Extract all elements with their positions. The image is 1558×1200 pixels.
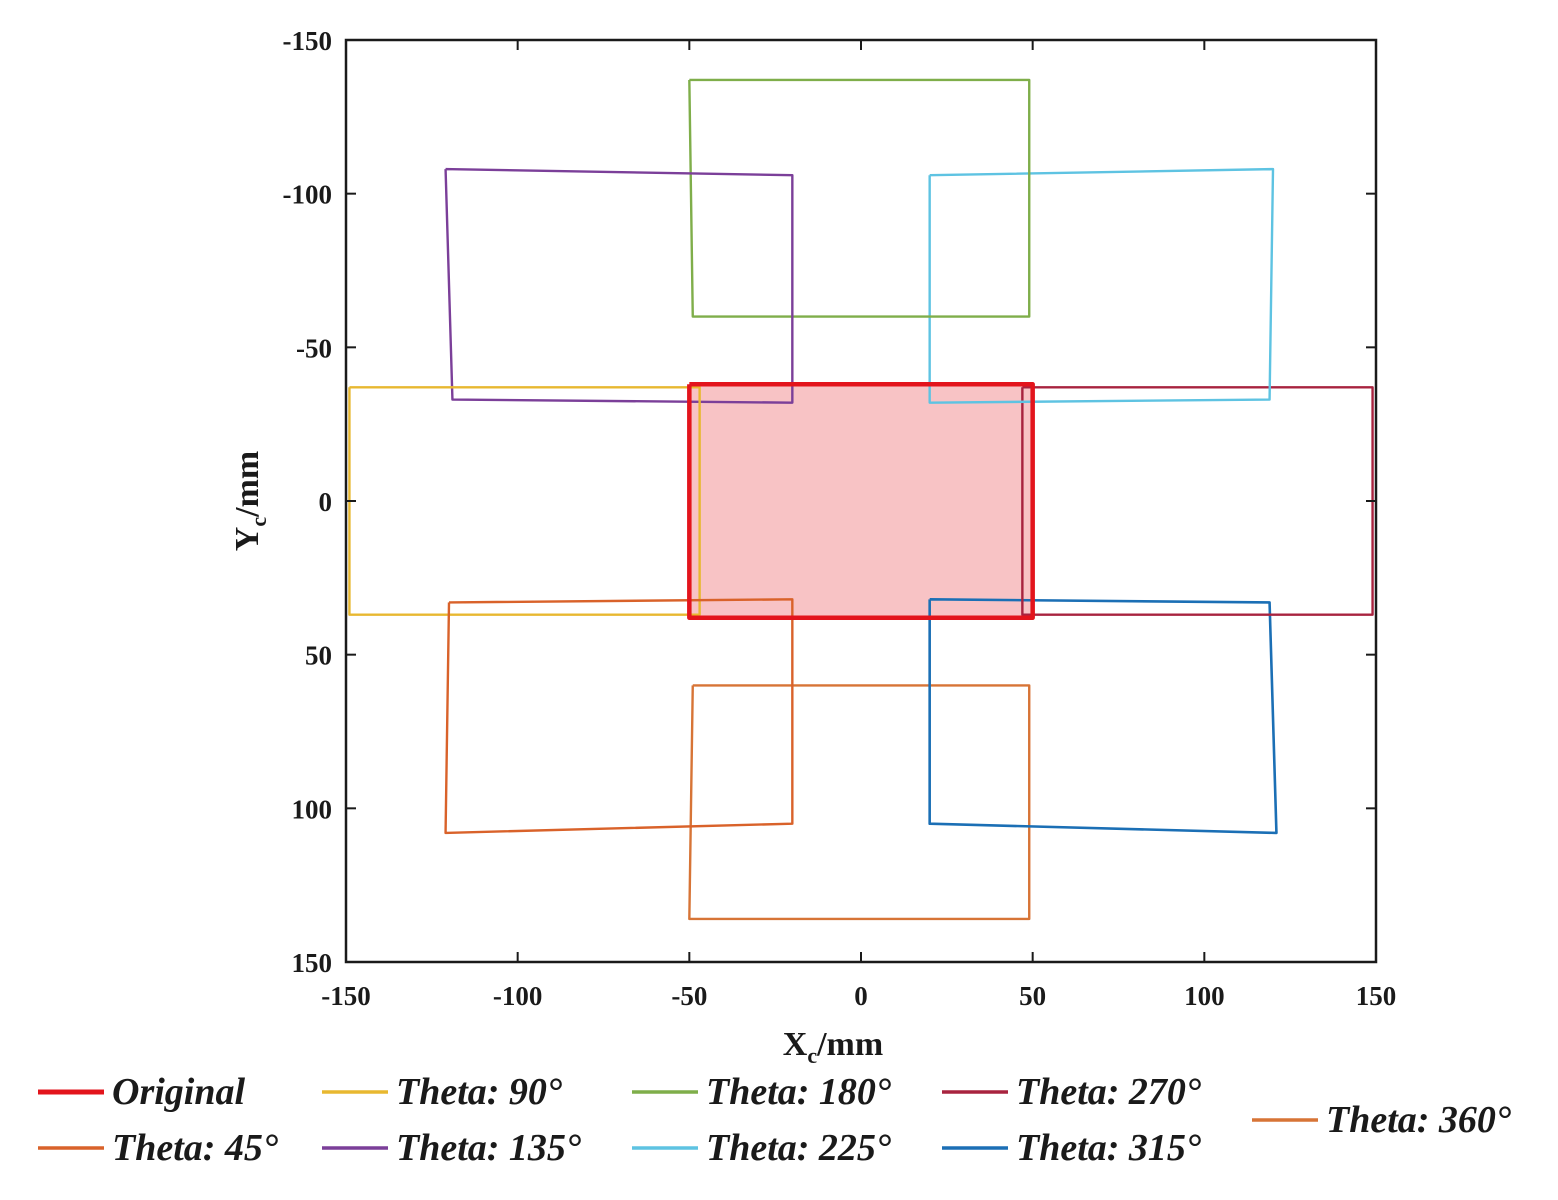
- x-tick-label: -100: [493, 981, 543, 1011]
- x-tick-label: -150: [321, 981, 371, 1011]
- series-line-theta-90: [348, 386, 701, 616]
- x-tick-label: 100: [1184, 981, 1225, 1011]
- y-tick-label: -50: [296, 333, 332, 363]
- legend-label-theta-135: Theta: 135°: [396, 1127, 581, 1169]
- series-line-theta-360: [688, 684, 1031, 921]
- series-line-theta-315: [928, 598, 1278, 835]
- y-axis-title: Yc/mm: [229, 451, 271, 551]
- legend-label-theta-180: Theta: 180°: [706, 1071, 891, 1113]
- y-tick-label: -100: [283, 180, 333, 210]
- legend-label-theta-270: Theta: 270°: [1016, 1071, 1201, 1113]
- x-tick-label: 150: [1356, 981, 1397, 1011]
- y-tick-label: 0: [319, 487, 333, 517]
- series-line-theta-135: [444, 167, 794, 404]
- legend-label-theta-360: Theta: 360°: [1326, 1099, 1511, 1141]
- x-axis-title: Xc/mm: [783, 1026, 883, 1068]
- x-tick-label: -50: [671, 981, 707, 1011]
- legend: Original Theta: 90° Theta: 180° Theta: 270°…: [38, 1071, 1511, 1169]
- series-fill-original: [689, 384, 1033, 618]
- y-tick-label: 150: [292, 948, 333, 978]
- legend-label-theta-225: Theta: 225°: [706, 1127, 891, 1169]
- y-tick-label: 100: [292, 794, 333, 824]
- y-tick-label: -150: [283, 26, 333, 56]
- legend-label-theta-45: Theta: 45°: [112, 1127, 278, 1169]
- series-line-original: [687, 381, 1035, 621]
- series-line-theta-270: [1021, 386, 1374, 616]
- y-tick-label: 50: [305, 641, 332, 671]
- series-line-theta-180: [688, 78, 1031, 318]
- legend-label-theta-315: Theta: 315°: [1016, 1127, 1201, 1169]
- x-tick-label: 0: [854, 981, 868, 1011]
- legend-label-original: Original: [112, 1071, 245, 1113]
- series-layer: [348, 78, 1374, 921]
- series-line-theta-45: [444, 598, 794, 835]
- series-line-theta-225: [928, 167, 1275, 404]
- x-tick-label: 50: [1019, 981, 1046, 1011]
- legend-label-theta-90: Theta: 90°: [396, 1071, 562, 1113]
